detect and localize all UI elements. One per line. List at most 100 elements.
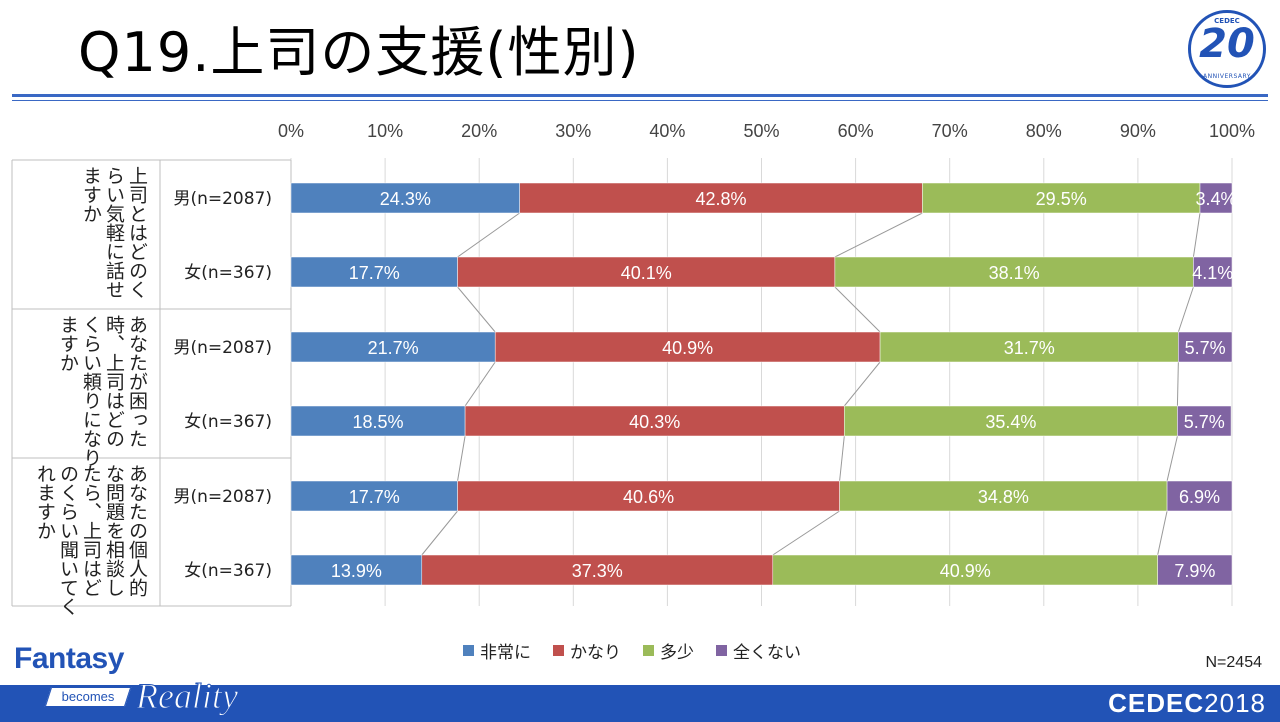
x-tick-label: 70%	[932, 121, 968, 141]
data-label: 13.9%	[331, 561, 382, 581]
bar-segment	[1166, 480, 1233, 512]
series-connector	[772, 510, 840, 556]
legend-item: かなり	[553, 638, 621, 663]
question-label-line: のくらい聞いてく	[57, 464, 79, 616]
series-connector	[1157, 510, 1168, 556]
anniversary-logo: CEDEC 20 ANNIVERSARY	[1188, 10, 1266, 88]
bar-segment	[772, 554, 1158, 586]
bar-segment	[494, 331, 881, 363]
data-label: 5.7%	[1185, 338, 1226, 358]
bar-segment	[1199, 182, 1233, 214]
logo-number: 20	[1199, 21, 1255, 67]
data-label: 31.7%	[1004, 338, 1055, 358]
x-tick-label: 30%	[555, 121, 591, 141]
title-underline	[12, 94, 1268, 97]
category-label: 女(n=367)	[184, 263, 272, 283]
footer-becomes: becomes	[61, 689, 115, 704]
legend-swatch	[463, 645, 474, 656]
legend-item: 多少	[643, 638, 694, 663]
legend-swatch	[716, 645, 727, 656]
footer-bar	[0, 685, 1280, 722]
question-label-line: くらい頼りになり	[80, 315, 102, 467]
data-label: 17.7%	[349, 263, 400, 283]
data-label: 40.9%	[940, 561, 991, 581]
category-label: 男(n=2087)	[173, 487, 272, 507]
bar-segment	[421, 554, 774, 586]
data-label: 40.6%	[623, 487, 674, 507]
legend-item: 全くない	[716, 638, 801, 663]
data-label: 40.1%	[621, 263, 672, 283]
legend-label: 全くない	[733, 643, 801, 663]
data-label: 6.9%	[1179, 487, 1220, 507]
question-label-line: 上司とはどのく	[126, 166, 148, 299]
chart-legend: 非常に かなり 多少 全くない	[463, 638, 801, 663]
data-label: 21.7%	[368, 338, 419, 358]
question-label-line: あなたの個人的	[126, 464, 148, 597]
data-label: 35.4%	[985, 412, 1036, 432]
bar-segment	[879, 331, 1179, 363]
logo-bottom-text: ANNIVERSARY	[1203, 73, 1251, 80]
bar-segment	[290, 554, 423, 586]
legend-swatch	[643, 645, 654, 656]
data-label: 40.3%	[629, 412, 680, 432]
bar-segment	[839, 480, 1168, 512]
x-tick-label: 10%	[367, 121, 403, 141]
x-tick-label: 100%	[1209, 121, 1255, 141]
bar-segment	[457, 480, 840, 512]
question-label-line: らい気軽に話せ	[103, 166, 125, 299]
data-label: 34.8%	[978, 487, 1029, 507]
footer-reality: Reality	[136, 676, 239, 717]
bar-segment	[290, 256, 458, 288]
bar-segment	[1193, 256, 1233, 288]
bar-segment	[290, 182, 520, 214]
x-tick-label: 90%	[1120, 121, 1156, 141]
series-connector	[464, 361, 496, 407]
series-connector	[839, 435, 845, 482]
series-connector	[421, 510, 458, 556]
category-label: 男(n=2087)	[173, 338, 272, 358]
page-title: Q19.上司の支援(性別)	[78, 21, 640, 84]
x-tick-label: 0%	[278, 121, 304, 141]
data-label: 37.3%	[572, 561, 623, 581]
bar-segment	[290, 331, 496, 363]
bar-segment	[464, 405, 845, 437]
legend-label: 非常に	[480, 643, 531, 663]
question-label-line: たら、上司はど	[80, 464, 102, 597]
series-connector	[457, 286, 496, 333]
series-connector	[1177, 286, 1194, 333]
category-label: 女(n=367)	[184, 412, 272, 432]
question-label-line: ますか	[80, 166, 102, 223]
logo-top-text: CEDEC	[1214, 17, 1240, 25]
series-connector	[457, 212, 520, 258]
series-connector	[843, 361, 881, 407]
question-label-line: 時、上司はどの	[103, 315, 125, 448]
bar-segment	[1157, 554, 1233, 586]
data-label: 18.5%	[353, 412, 404, 432]
data-label: 7.9%	[1174, 561, 1215, 581]
data-label: 40.9%	[662, 338, 713, 358]
category-label: 男(n=2087)	[173, 189, 272, 209]
x-tick-label: 40%	[649, 121, 685, 141]
footer-fantasy: Fantasy	[14, 642, 124, 675]
question-label-line: れますか	[34, 464, 56, 540]
legend-item: 非常に	[463, 638, 531, 663]
bar-segment	[290, 405, 466, 437]
series-connector	[1166, 435, 1178, 482]
x-tick-label: 60%	[838, 121, 874, 141]
x-tick-label: 80%	[1026, 121, 1062, 141]
footer-brand: CEDEC2018	[1108, 688, 1266, 719]
legend-label: 多少	[660, 643, 694, 663]
data-label: 17.7%	[349, 487, 400, 507]
bar-segment	[844, 405, 1178, 437]
series-connector	[457, 435, 466, 482]
legend-swatch	[553, 645, 564, 656]
data-label: 4.1%	[1192, 263, 1233, 283]
data-label: 29.5%	[1036, 189, 1087, 209]
data-label: 3.4%	[1195, 189, 1236, 209]
question-label-line: な問題を相談し	[103, 464, 125, 597]
bar-segment	[290, 480, 458, 512]
data-label: 38.1%	[989, 263, 1040, 283]
bar-segment	[519, 182, 923, 214]
title-underline-thin	[12, 100, 1268, 101]
